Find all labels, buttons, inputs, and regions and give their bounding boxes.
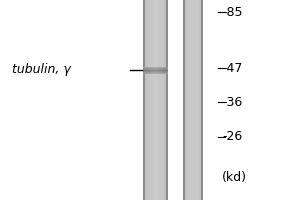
Text: (kd): (kd) <box>222 171 247 184</box>
Text: -26: -26 <box>222 130 242 144</box>
Text: tubulin, γ: tubulin, γ <box>12 64 71 76</box>
Text: -47: -47 <box>222 62 242 74</box>
Text: -36: -36 <box>222 96 242 108</box>
Text: -85: -85 <box>222 5 242 19</box>
